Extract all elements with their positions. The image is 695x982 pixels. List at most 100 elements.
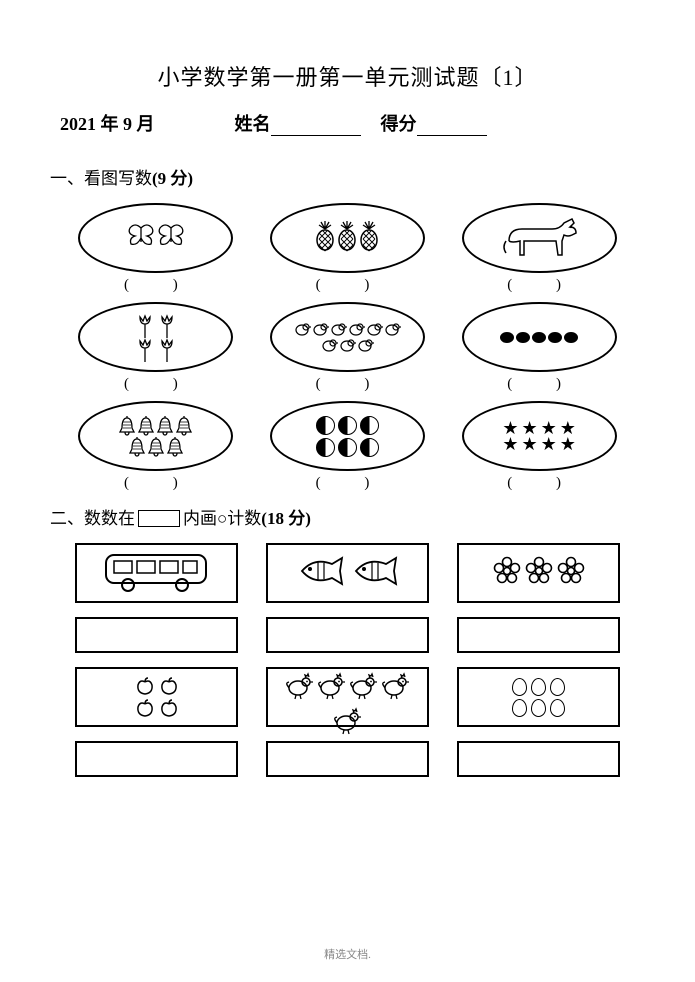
flower5-icon	[557, 557, 585, 590]
bell-icon	[129, 437, 145, 456]
oval-cell: ( )	[458, 302, 620, 393]
dot-icon	[532, 332, 546, 343]
answer-box[interactable]	[75, 741, 238, 777]
chick-icon	[321, 338, 337, 352]
pineapple-icon	[315, 221, 335, 256]
ball-icon	[360, 416, 379, 435]
section2-text-a: 数数在	[84, 509, 135, 528]
answer-paren[interactable]: ( )	[468, 475, 620, 492]
picture-box	[75, 667, 238, 727]
oval-cell: ★★★★★★★★( )	[458, 401, 620, 492]
dot-icon	[516, 332, 530, 343]
page-title: 小学数学第一册第一单元测试题〔1〕	[50, 60, 645, 92]
oval-frame	[78, 203, 233, 273]
chicken-icon	[334, 708, 362, 739]
apple-icon	[159, 698, 179, 718]
oval-frame	[270, 401, 425, 471]
answer-paren[interactable]: ( )	[468, 277, 620, 294]
pineapple-icon	[337, 221, 357, 256]
star-icon: ★	[541, 437, 557, 451]
egg-icon	[512, 699, 527, 717]
answer-paren[interactable]: ( )	[85, 475, 237, 492]
name-underline[interactable]	[271, 118, 361, 136]
bell-icon	[138, 416, 154, 435]
section2-heading: 二、数数在内画○计数(18 分)	[50, 504, 645, 529]
oval-cell: ( )	[75, 302, 237, 393]
section2-points: (18 分)	[261, 509, 311, 528]
ball-icon	[338, 416, 357, 435]
star-icon: ★	[560, 437, 576, 451]
footer-text: 精选文档.	[0, 946, 695, 962]
bell-icon	[119, 416, 135, 435]
star-icon: ★	[502, 421, 518, 435]
fish-icon	[296, 554, 346, 593]
fish-icon	[350, 554, 400, 593]
oval-frame	[270, 203, 425, 273]
name-field: 姓名	[235, 110, 361, 136]
star-icon: ★	[502, 437, 518, 451]
tulip-icon	[160, 338, 174, 360]
answer-box[interactable]	[457, 617, 620, 653]
egg-icon	[531, 678, 546, 696]
section1-heading: 一、看图写数(9 分)	[50, 164, 645, 189]
chick-icon	[366, 322, 382, 336]
section1-points: (9 分)	[152, 169, 193, 188]
bell-icon	[176, 416, 192, 435]
bell-icon	[167, 437, 183, 456]
egg-icon	[531, 699, 546, 717]
chick-icon	[384, 322, 400, 336]
ball-icon	[316, 438, 335, 457]
star-icon: ★	[522, 437, 538, 451]
apple-icon	[135, 698, 155, 718]
picture-box	[457, 543, 620, 603]
answer-box[interactable]	[457, 741, 620, 777]
answer-paren[interactable]: ( )	[468, 376, 620, 393]
oval-frame	[462, 302, 617, 372]
bus-icon	[102, 549, 212, 598]
chick-icon	[294, 322, 310, 336]
butterfly-icon	[157, 224, 185, 253]
score-label: 得分	[381, 114, 417, 134]
answer-box[interactable]	[75, 617, 238, 653]
oval-frame	[270, 302, 425, 372]
star-icon: ★	[560, 421, 576, 435]
oval-cell: ( )	[75, 203, 237, 294]
name-label: 姓名	[235, 114, 271, 134]
picture-box	[266, 543, 429, 603]
ball-icon	[360, 438, 379, 457]
score-field: 得分	[381, 110, 487, 136]
oval-cell: ( )	[267, 401, 429, 492]
chicken-icon	[286, 673, 314, 704]
apple-icon	[159, 676, 179, 696]
oval-cell: ( )	[75, 401, 237, 492]
inline-box-icon	[138, 510, 180, 527]
picture-box	[75, 543, 238, 603]
section2-text-b: 内画○计数	[183, 509, 261, 528]
tulip-icon	[138, 314, 152, 336]
tulip-icon	[138, 338, 152, 360]
answer-paren[interactable]: ( )	[277, 277, 429, 294]
oval-cell: ( )	[267, 302, 429, 393]
answer-paren[interactable]: ( )	[85, 277, 237, 294]
answer-paren[interactable]: ( )	[85, 376, 237, 393]
answer-paren[interactable]: ( )	[277, 376, 429, 393]
oval-frame	[78, 302, 233, 372]
ball-icon	[338, 438, 357, 457]
dot-icon	[548, 332, 562, 343]
score-underline[interactable]	[417, 118, 487, 136]
oval-frame	[462, 203, 617, 273]
chick-icon	[348, 322, 364, 336]
star-icon: ★	[522, 421, 538, 435]
answer-box[interactable]	[266, 741, 429, 777]
ball-icon	[316, 416, 335, 435]
section1-grid: ( )( )( )( )( )( )( )( )★★★★★★★★( )	[50, 203, 645, 492]
flower5-icon	[493, 557, 521, 590]
donkey-icon	[494, 211, 584, 266]
answer-box[interactable]	[266, 617, 429, 653]
pineapple-icon	[359, 221, 379, 256]
butterfly-icon	[127, 224, 155, 253]
oval-cell: ( )	[267, 203, 429, 294]
answer-paren[interactable]: ( )	[277, 475, 429, 492]
tulip-icon	[160, 314, 174, 336]
oval-cell: ( )	[458, 203, 620, 294]
